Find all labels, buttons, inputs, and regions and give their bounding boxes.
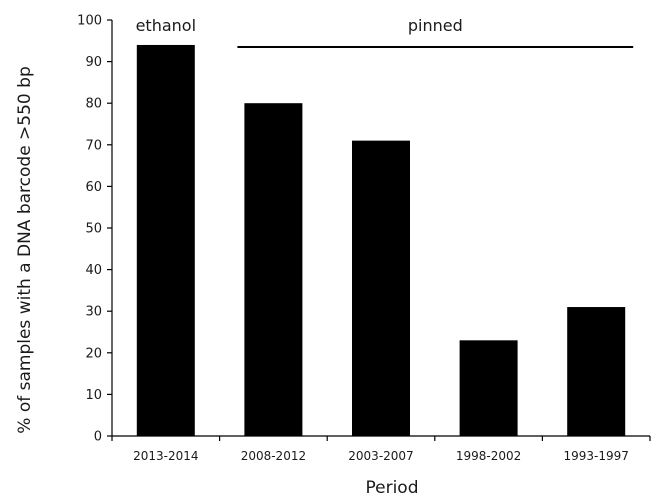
y-tick-label: 20 [85,346,102,361]
x-tick-label: 2008-2012 [241,449,306,463]
y-tick-label: 0 [94,430,102,445]
y-tick-label: 90 [85,55,102,70]
x-tick-label: 1993-1997 [563,449,628,463]
annotations: ethanol pinned [136,16,634,49]
y-tick-label: 100 [77,14,102,29]
y-axis-title: % of samples with a DNA barcode >550 bp [15,66,35,433]
y-tick-label: 70 [85,138,102,153]
annotation-ethanol: ethanol [136,16,196,35]
y-tick-label: 10 [85,388,102,403]
x-axis-title: Period [365,478,418,498]
y-tick-label: 80 [85,97,102,112]
x-tick-label: 2003-2007 [348,449,413,463]
bar-2003-2007 [352,140,410,436]
bar-2013-2014 [136,44,195,437]
bar-1993-1997 [567,307,626,436]
x-axis: 2013-2014 2008-2012 2003-2007 1998-2002 1993… [111,435,651,463]
y-axis: 0 10 20 30 40 50 60 70 80 90 100 [77,14,113,445]
bars [136,44,626,437]
y-tick-label: 60 [85,180,102,195]
y-tick-label: 50 [85,222,102,237]
annotation-pinned: pinned [408,16,463,35]
bar-2008-2012 [244,103,303,436]
bar-1998-2002 [459,340,518,436]
x-tick-label: 2013-2014 [133,449,198,463]
x-tick-label: 1998-2002 [456,449,521,463]
y-tick-label: 40 [85,263,102,278]
y-tick-label: 30 [85,305,102,320]
